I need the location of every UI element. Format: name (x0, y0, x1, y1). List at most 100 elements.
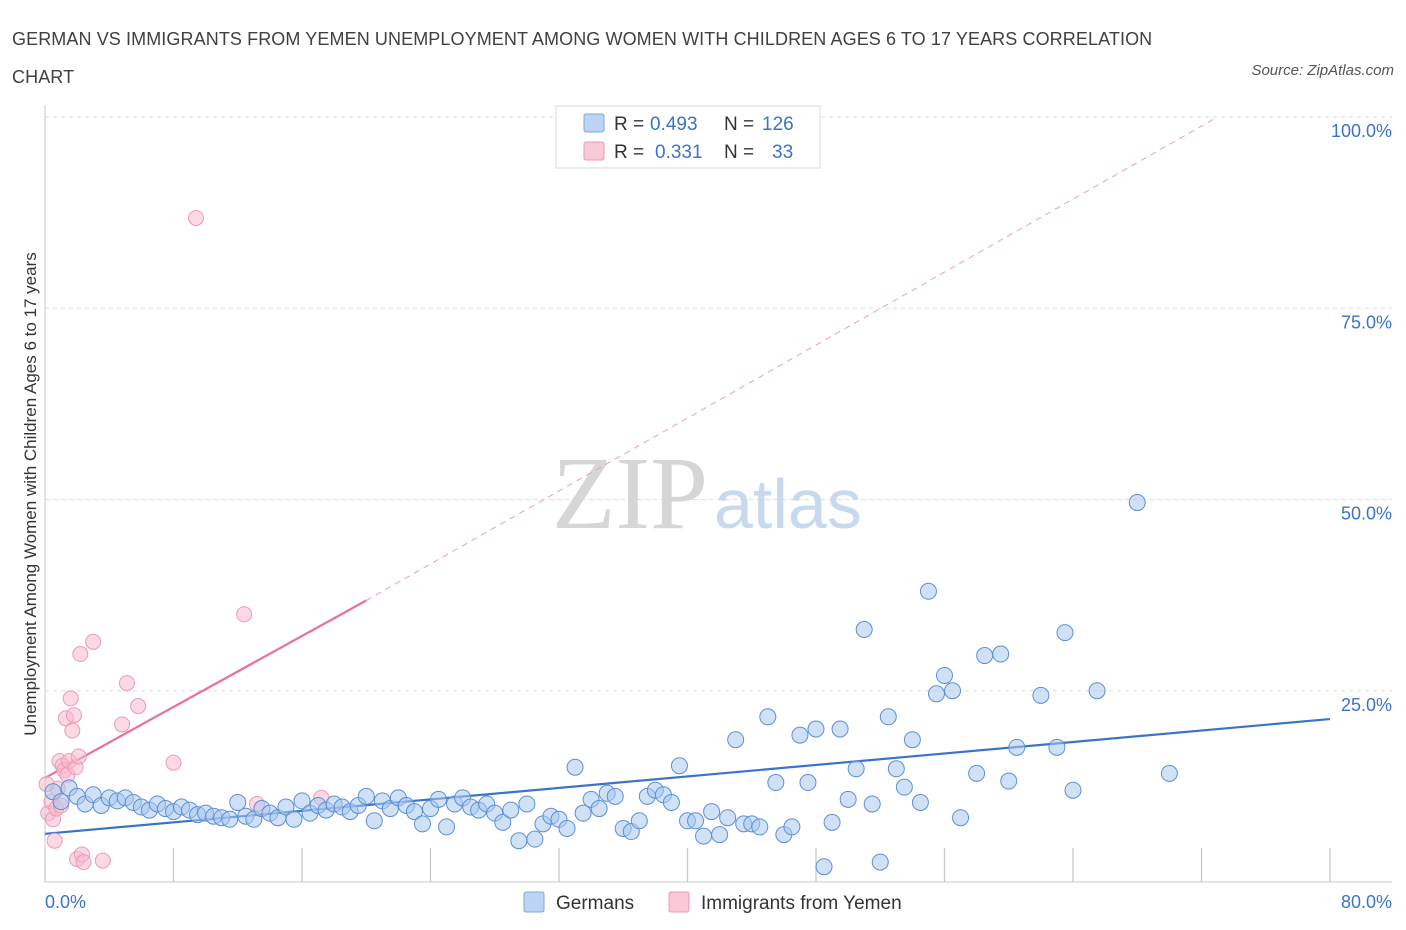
point-germans (430, 790, 448, 808)
point-germans (405, 803, 423, 821)
point-germans (558, 819, 576, 837)
point-germans (510, 832, 528, 850)
point-germans (670, 757, 688, 775)
x-tick-label: 0.0% (45, 892, 86, 912)
point-yemen (70, 748, 87, 765)
watermark-atlas: atlas (714, 465, 862, 543)
point-germans (968, 764, 986, 782)
bottom-legend-germans: Germans (556, 893, 634, 914)
point-yemen (165, 754, 182, 771)
point-germans (1064, 781, 1082, 799)
point-germans (1048, 738, 1066, 756)
point-germans (992, 645, 1010, 663)
y-tick-label: 100.0% (1331, 121, 1392, 141)
point-germans (879, 708, 897, 726)
series-germans-points (44, 494, 1178, 876)
bottom-legend-swatch-yemen (668, 891, 690, 913)
x-tick-label: 80.0% (1341, 892, 1392, 912)
point-germans (855, 621, 873, 639)
point-yemen (62, 690, 79, 707)
point-germans (1128, 494, 1146, 512)
point-germans (52, 793, 70, 811)
legend-n-label-germans: N = (724, 114, 754, 135)
gridlines (45, 116, 1392, 692)
point-germans (695, 827, 713, 845)
top-legend: R = 0.493 N = 126 R = 0.331 N = 33 (555, 105, 821, 169)
point-germans (767, 774, 785, 792)
point-germans (903, 731, 921, 749)
point-yemen (72, 646, 89, 663)
legend-r-label-germans: R = (614, 114, 644, 135)
point-germans (574, 804, 592, 822)
legend-r-label-yemen: R = (614, 142, 644, 163)
point-germans (847, 760, 865, 778)
y-tick-label: 25.0% (1341, 695, 1392, 715)
point-germans (662, 793, 680, 811)
point-germans (823, 813, 841, 831)
point-germans (277, 798, 295, 816)
point-germans (952, 809, 970, 827)
legend-n-yemen: 33 (772, 142, 793, 163)
point-germans (687, 812, 705, 830)
point-germans (221, 810, 239, 828)
point-germans (783, 818, 801, 836)
point-germans (895, 778, 913, 796)
point-germans (494, 813, 512, 831)
point-germans (944, 682, 962, 700)
point-germans (799, 774, 817, 792)
point-germans (976, 647, 994, 665)
point-yemen (187, 209, 204, 226)
point-germans (807, 720, 825, 738)
point-yemen (64, 722, 81, 739)
point-germans (1032, 686, 1050, 704)
watermark: ZIP atlas (552, 436, 862, 551)
point-germans (502, 801, 520, 819)
series-yemen-points (38, 209, 330, 871)
point-germans (526, 830, 544, 848)
point-germans (630, 812, 648, 830)
point-germans (719, 809, 737, 827)
point-germans (365, 812, 383, 830)
point-germans (606, 787, 624, 805)
point-germans (1008, 738, 1026, 756)
point-germans (590, 800, 608, 818)
source-label: Source: ZipAtlas.com (1251, 62, 1394, 79)
legend-swatch-germans (583, 113, 605, 133)
point-germans (831, 720, 849, 738)
legend-n-label-yemen: N = (724, 142, 754, 163)
point-germans (285, 810, 303, 828)
y-tick-label: 75.0% (1341, 312, 1392, 332)
legend-swatch-yemen (583, 141, 605, 161)
legend-n-germans: 126 (762, 114, 794, 135)
point-germans (703, 803, 721, 821)
y-tick-label: 50.0% (1341, 504, 1392, 524)
point-yemen (114, 716, 131, 733)
point-germans (911, 793, 929, 811)
legend-r-germans: 0.493 (650, 114, 698, 135)
point-germans (759, 708, 777, 726)
point-germans (936, 666, 953, 684)
point-yemen (118, 675, 135, 692)
point-germans (815, 858, 833, 876)
point-germans (919, 582, 937, 600)
point-germans (1000, 772, 1018, 790)
point-yemen (236, 606, 253, 623)
chart-title: GERMAN VS IMMIGRANTS FROM YEMEN UNEMPLOY… (12, 29, 1153, 87)
point-germans (518, 795, 536, 813)
point-yemen (46, 832, 63, 849)
point-yemen (75, 854, 92, 871)
bottom-legend-swatch-germans (523, 891, 545, 913)
point-germans (791, 726, 809, 744)
point-germans (357, 787, 375, 805)
y-tick-labels: 25.0% 50.0% 75.0% 100.0% (1331, 121, 1392, 715)
point-germans (711, 826, 729, 844)
point-germans (727, 731, 745, 749)
bottom-legend-yemen: Immigrants from Yemen (701, 893, 902, 914)
point-germans (413, 815, 431, 833)
point-germans (438, 818, 456, 836)
point-germans (1088, 682, 1106, 700)
bottom-legend: Germans Immigrants from Yemen (523, 891, 902, 914)
point-germans (566, 758, 584, 776)
point-germans (1056, 624, 1074, 642)
